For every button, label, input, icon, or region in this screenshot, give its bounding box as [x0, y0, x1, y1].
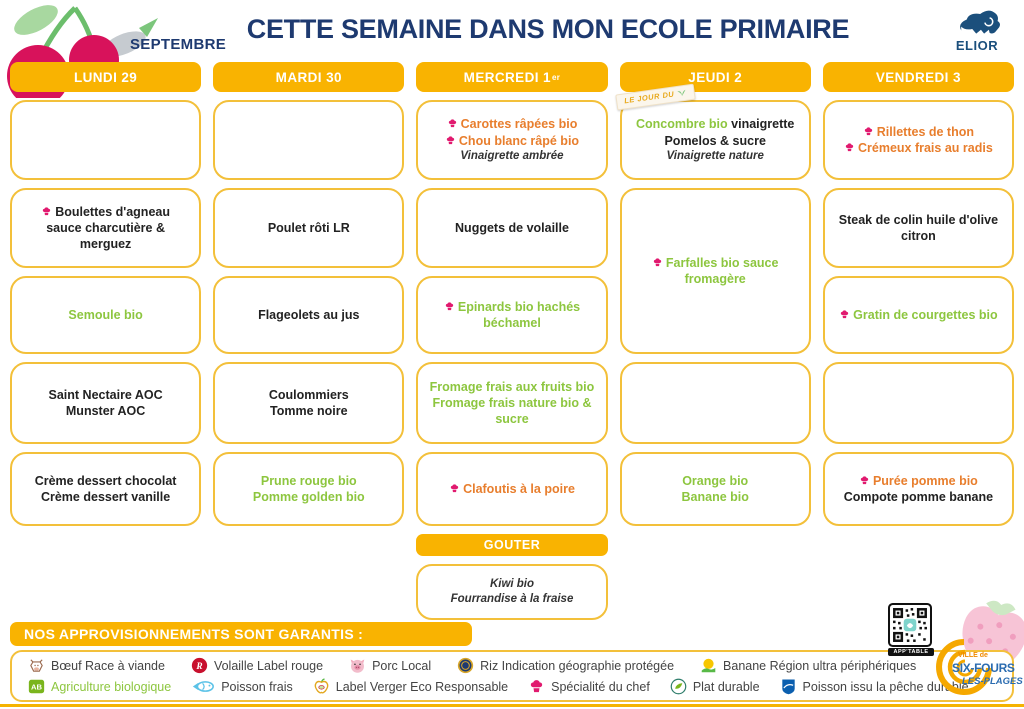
veggie-day-stamp: LE JOUR DU — [614, 83, 696, 111]
legend-item-bio: AB Agriculture biologique — [28, 678, 171, 695]
ab-bio-icon: AB — [28, 679, 45, 694]
cell-monday-dessert: Crème dessert chocolat Crème dessert van… — [10, 452, 202, 526]
chef-hat-icon — [43, 207, 51, 215]
cell-wednesday-dessert: Clafoutis à la poire — [416, 452, 608, 526]
legend-row-2: AB Agriculture biologique Poisson frais … — [28, 678, 1002, 695]
label-rouge-icon: R — [191, 657, 208, 674]
cell-thursday-starter: LE JOUR DU Concombre bio vinaigrette Pom… — [614, 83, 811, 180]
apple-verger-icon — [314, 678, 329, 694]
day-header-mardi: MARDI 30 — [213, 62, 405, 92]
cell-friday-dessert: Purée pomme bio Compote pomme banane — [822, 452, 1014, 526]
day-header-lundi: LUNDI 29 — [10, 62, 202, 92]
msc-shield-icon — [781, 679, 795, 695]
legend-item-porc: Porc Local — [349, 657, 431, 674]
cell-tuesday-dessert: Prune rouge bio Pomme golden bio — [213, 452, 405, 526]
elior-bison-icon — [960, 10, 1000, 34]
cell-tuesday-starter-empty — [213, 100, 405, 180]
pig-icon — [350, 659, 365, 673]
legend-item-plat-durable: Plat durable — [670, 678, 760, 695]
gouter-banner: GOUTER — [416, 534, 608, 556]
chef-hat-icon — [840, 310, 849, 319]
month-label: SEPTEMBRE — [130, 36, 227, 53]
qr-code-block: APP'TABLE — [888, 603, 934, 656]
bottom-accent-line — [0, 704, 1024, 707]
city-logo-line1: VILLE de — [958, 652, 988, 659]
banana-region-icon — [701, 658, 716, 673]
svg-text:R: R — [195, 662, 202, 672]
chef-hat-icon — [860, 476, 869, 484]
chef-hat-icon — [864, 127, 872, 135]
cell-friday-side: Gratin de courgettes bio — [822, 276, 1014, 354]
legend-item-beef: Bœuf Race à viande — [28, 657, 165, 674]
cell-friday-starter: Rillettes de thon Crémeux frais au radis — [822, 100, 1014, 180]
leaf-icon — [677, 90, 686, 97]
six-fours-city-logo: VILLE de SIX-FOURS LES-PLAGES — [932, 636, 1024, 706]
chef-hat-icon — [446, 135, 455, 144]
menu-grid: LUNDI 29 MARDI 30 MERCREDI 1 er JEUDI 2 V… — [10, 62, 1014, 620]
fish-icon — [193, 681, 215, 692]
six-fours-spiral-icon — [936, 639, 992, 695]
page-title: CETTE SEMAINE DANS MON ECOLE PRIMAIRE — [246, 14, 850, 44]
cell-thursday-main: Farfalles bio sauce fromagère — [619, 188, 811, 354]
legend-item-label-rouge: R Volaille Label rouge — [191, 657, 323, 674]
cell-wednesday-main: Nuggets de volaille — [416, 188, 608, 268]
city-logo-line2: SIX-FOURS — [952, 661, 1015, 675]
legend-row-1: Bœuf Race à viande R Volaille Label roug… — [28, 657, 1002, 674]
cell-wednesday-side: Epinards bio hachés béchamel — [416, 276, 608, 354]
legend-item-poisson-frais: Poisson frais — [191, 678, 293, 695]
cell-wednesday-starter: Carottes râpées bio Chou blanc râpé bio … — [416, 100, 608, 180]
cell-friday-cheese-empty — [822, 362, 1014, 444]
chef-hat-icon — [445, 302, 454, 310]
qr-code-icon — [888, 603, 932, 647]
legend-item-peche-durable: Poisson issu la pêche durable — [780, 678, 969, 695]
cell-monday-cheese: Saint Nectaire AOC Munster AOC — [10, 362, 202, 444]
legend-item-verger: Label Verger Eco Responsable — [313, 678, 508, 695]
legend-item-specialite-chef: Spécialité du chef — [528, 678, 650, 695]
elior-wordmark: ELIOR — [955, 38, 999, 53]
cell-monday-starter-empty — [10, 100, 202, 180]
cell-monday-side: Semoule bio — [10, 276, 202, 354]
cell-gouter: Kiwi bio Fourrandise à la fraise — [416, 564, 608, 620]
day-header-jeudi: JEUDI 2 — [619, 62, 811, 92]
city-logo-line3: LES-PLAGES — [962, 676, 1023, 687]
plate-durable-icon — [670, 678, 687, 695]
cell-thursday-cheese-empty — [619, 362, 811, 444]
supply-legend: Bœuf Race à viande R Volaille Label roug… — [10, 650, 1014, 702]
cell-tuesday-cheese: Coulommiers Tomme noire — [213, 362, 405, 444]
cell-tuesday-main: Poulet rôti LR — [213, 188, 405, 268]
legend-item-banane-rup: Banane Région ultra périphériques — [700, 657, 916, 674]
svg-text:AB: AB — [31, 682, 43, 691]
cell-monday-main: Boulettes d'agneau sauce charcutière & m… — [10, 188, 202, 268]
cell-friday-main: Steak de colin huile d'olive citron — [822, 188, 1014, 268]
supply-guarantee-banner: NOS APPROVISIONNEMENTS SONT GARANTIS : — [10, 622, 472, 646]
chef-hat-icon — [653, 258, 662, 266]
chef-hat-icon — [448, 119, 456, 128]
day-header-mercredi: MERCREDI 1 er — [416, 62, 608, 92]
day-header-vendredi: VENDREDI 3 — [822, 62, 1014, 92]
medal-icon — [457, 657, 474, 674]
cell-thursday-dessert: Orange bio Banane bio — [619, 452, 811, 526]
chef-hat-icon — [845, 143, 854, 152]
chef-hat-icon — [450, 484, 459, 493]
cow-icon — [30, 659, 43, 672]
cell-tuesday-side: Flageolets au jus — [213, 276, 405, 354]
cell-wednesday-cheese: Fromage frais aux fruits bio Fromage fra… — [416, 362, 608, 444]
legend-item-riz-igp: Riz Indication géographie protégée — [457, 657, 674, 674]
qr-code-label: APP'TABLE — [888, 648, 934, 656]
elior-logo: ELIOR — [946, 10, 1008, 53]
chef-hat-icon — [530, 680, 543, 693]
